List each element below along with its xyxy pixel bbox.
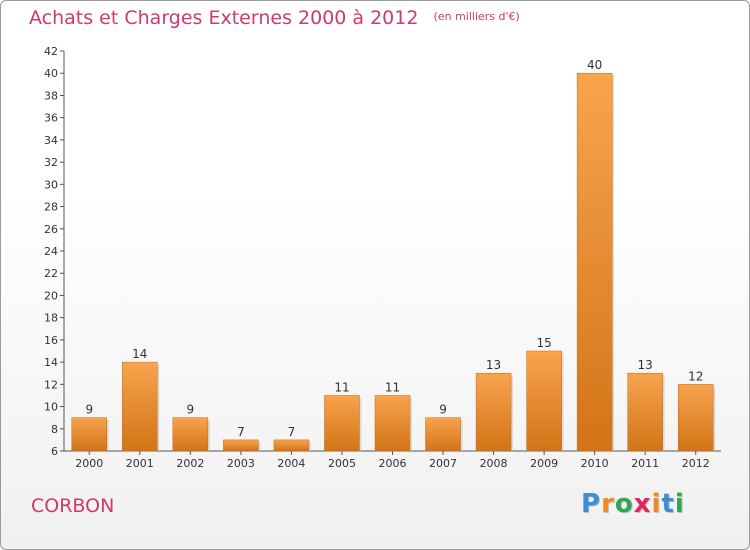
logo-letter: x: [633, 489, 652, 519]
y-tick-label: 6: [51, 445, 58, 458]
y-tick-label: 34: [44, 134, 58, 147]
x-tick-label: 2012: [682, 457, 710, 470]
x-tick-label: 2000: [75, 457, 103, 470]
x-tick-label: 2010: [581, 457, 609, 470]
x-tick-label: 2004: [277, 457, 305, 470]
y-tick-label: 10: [44, 401, 58, 414]
y-tick-label: 20: [44, 289, 58, 302]
y-tick-label: 40: [44, 67, 58, 80]
data-label: 9: [85, 403, 93, 417]
logo-letter: i: [674, 489, 685, 519]
logo-letter: o: [614, 489, 634, 519]
data-label: 11: [334, 380, 349, 394]
bar: [627, 372, 663, 452]
bar: [122, 361, 158, 452]
data-label: 40: [587, 58, 602, 72]
x-tick-label: 2003: [227, 457, 255, 470]
x-tick-label: 2006: [379, 457, 407, 470]
logo-letter: i: [651, 489, 662, 519]
data-label: 7: [237, 425, 245, 439]
y-tick-label: 22: [44, 267, 58, 280]
x-tick-label: 2008: [480, 457, 508, 470]
x-tick-label: 2002: [176, 457, 204, 470]
y-tick-label: 8: [51, 423, 58, 436]
data-label: 9: [439, 403, 447, 417]
data-label: 7: [288, 425, 296, 439]
bar: [71, 417, 108, 452]
y-tick-label: 28: [44, 201, 58, 214]
y-tick-label: 24: [44, 245, 58, 258]
y-tick-label: 42: [44, 45, 58, 58]
data-label: 12: [688, 369, 703, 383]
bar: [425, 417, 461, 452]
bar: [576, 72, 613, 452]
proxiti-logo: Proxiti: [581, 489, 685, 519]
data-label: 11: [385, 380, 400, 394]
data-label: 13: [638, 358, 653, 372]
x-tick-label: 2011: [631, 457, 659, 470]
y-tick-label: 32: [44, 156, 58, 169]
y-tick-label: 26: [44, 223, 58, 236]
town-name: CORBON: [31, 495, 115, 517]
title-row: Achats et Charges Externes 2000 à 2012 (…: [29, 7, 520, 29]
bars: [71, 72, 716, 452]
y-tick-label: 18: [44, 312, 58, 325]
data-label: 13: [486, 358, 501, 372]
bar: [677, 384, 714, 452]
logo-letter: P: [581, 489, 602, 519]
y-tick-label: 30: [44, 178, 58, 191]
bar: [223, 439, 259, 452]
y-tick-label: 16: [44, 334, 58, 347]
bar: [324, 395, 360, 452]
bar: [273, 439, 310, 452]
x-tick-label: 2009: [530, 457, 558, 470]
y-tick-label: 36: [44, 112, 58, 125]
data-label: 14: [132, 347, 147, 361]
x-tick-label: 2001: [126, 457, 154, 470]
logo-letter: t: [661, 489, 675, 519]
bar: [374, 395, 411, 452]
y-tick-label: 12: [44, 378, 58, 391]
y-tick-label: 14: [44, 356, 58, 369]
logo-letter: r: [601, 489, 615, 519]
data-label: 15: [536, 336, 551, 350]
x-tick-label: 2005: [328, 457, 356, 470]
x-tick-label: 2007: [429, 457, 457, 470]
bar: [526, 350, 562, 452]
chart-title: Achats et Charges Externes 2000 à 2012: [29, 7, 419, 29]
chart-subtitle: (en milliers d'€): [433, 10, 520, 23]
value-labels: 9 14 9 7 7 11 11 9 13 15 40 13 12: [85, 58, 703, 439]
data-label: 9: [187, 403, 195, 417]
bar: [475, 372, 512, 452]
y-tick-label: 38: [44, 89, 58, 102]
bar: [172, 417, 209, 452]
